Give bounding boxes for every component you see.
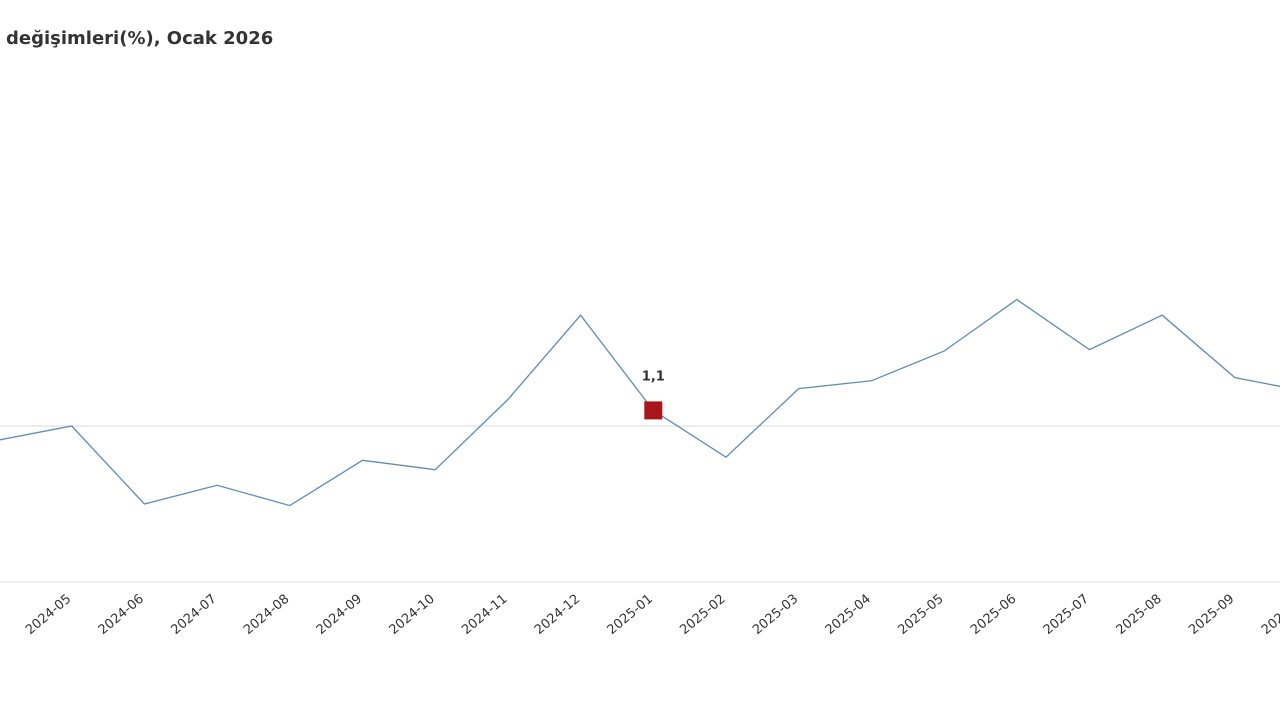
x-tick-label: 2025-09 [1186, 592, 1237, 638]
x-tick-label: 2025-07 [1041, 592, 1092, 638]
x-tick-label: 2025-02 [677, 592, 728, 638]
x-tick-label: 2024-12 [532, 592, 583, 638]
chart-title: değişimleri(%), Ocak 2026 [6, 28, 273, 49]
value-label: 1,1 [642, 369, 665, 384]
x-tick-label: 2024-09 [314, 592, 365, 638]
x-tick-label: 2025-03 [750, 592, 801, 638]
x-tick-label: 2025-05 [895, 592, 946, 638]
x-tick-label: 2024-04 [0, 592, 2, 638]
x-tick-label: 2025-10 [1259, 592, 1280, 638]
x-tick-label: 2025-04 [823, 592, 874, 638]
x-tick-label: 2025-06 [968, 592, 1019, 638]
x-tick-label: 2024-05 [23, 592, 74, 638]
x-tick-label: 2024-06 [96, 592, 147, 638]
x-tick-label: 2024-11 [459, 592, 510, 638]
x-tick-label: 2025-08 [1114, 592, 1165, 638]
x-tick-label: 2024-10 [387, 592, 438, 638]
highlight-marker [644, 401, 663, 420]
x-tick-label: 2025-01 [605, 592, 656, 638]
x-tick-label: 2024-08 [241, 592, 292, 638]
x-tick-label: 2024-07 [168, 592, 219, 638]
data-line [0, 298, 1280, 507]
